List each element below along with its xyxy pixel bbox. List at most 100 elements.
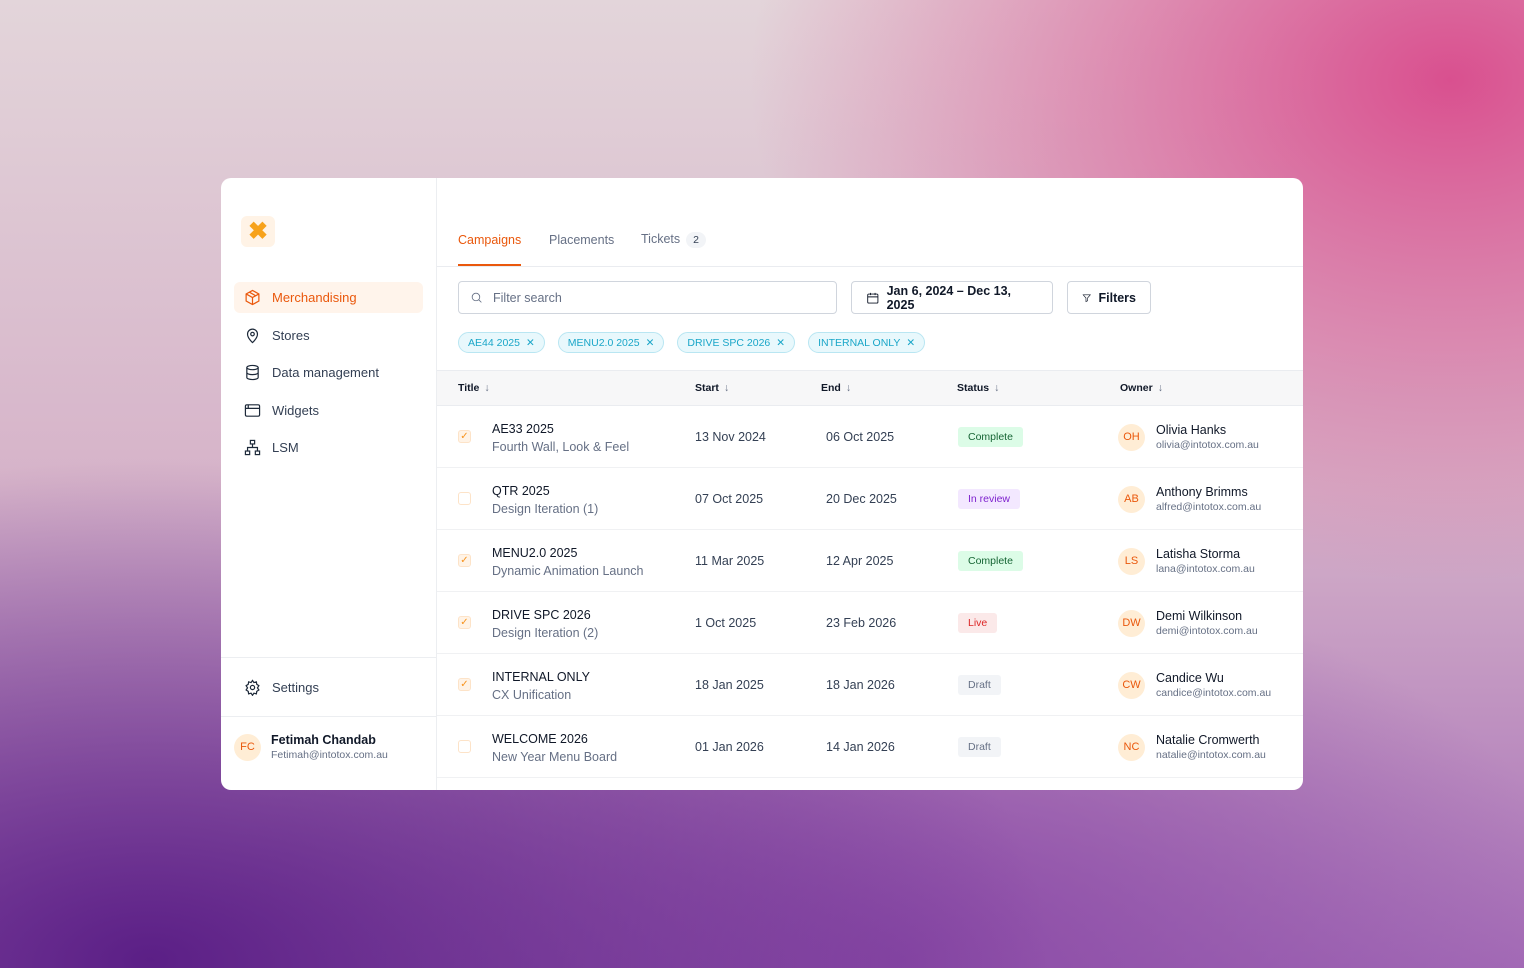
status-badge: Live: [958, 613, 998, 633]
sidebar-item-merchandising[interactable]: Merchandising: [234, 282, 423, 313]
owner-email: olivia@intotox.com.au: [1156, 439, 1259, 451]
column-label: End: [821, 382, 841, 394]
close-icon[interactable]: ✕: [776, 336, 786, 349]
close-icon[interactable]: ✕: [906, 336, 916, 349]
tab-label: Tickets: [641, 232, 681, 246]
table-row[interactable]: ✓ AE33 2025 Fourth Wall, Look & Feel 13 …: [437, 406, 1303, 468]
table-row[interactable]: ✓ DRIVE SPC 2026 Design Iteration (2) 1 …: [437, 592, 1303, 654]
main-content: Campaigns Placements Tickets 2 Filter sea…: [437, 178, 1303, 790]
owner-name: Candice Wu: [1156, 671, 1224, 685]
avatar: DW: [1118, 609, 1145, 637]
search-placeholder: Filter search: [493, 290, 562, 305]
start-date: 11 Mar 2025: [695, 554, 765, 568]
sort-arrow-icon: ↓: [994, 382, 1000, 394]
column-title[interactable]: Title ↓: [458, 382, 490, 394]
table-header: Title ↓ Start ↓ End ↓ Status ↓ Owner ↓: [437, 370, 1303, 406]
campaign-title[interactable]: QTR 2025: [492, 484, 550, 498]
row-checkbox[interactable]: ✓: [458, 430, 471, 443]
tab-placements[interactable]: Placements: [549, 233, 615, 247]
avatar: NC: [1118, 733, 1145, 761]
owner-name: Natalie Cromwerth: [1156, 733, 1260, 747]
start-date: 01 Jan 2026: [695, 740, 764, 754]
end-date: 06 Oct 2025: [826, 430, 895, 444]
campaign-title[interactable]: DRIVE SPC 2026: [492, 608, 591, 622]
campaign-subtitle: CX Unification: [492, 688, 572, 702]
filter-chip[interactable]: INTERNAL ONLY ✕: [808, 332, 926, 353]
status-badge: Complete: [958, 551, 1023, 571]
end-date: 20 Dec 2025: [826, 492, 897, 506]
column-status[interactable]: Status ↓: [957, 382, 999, 394]
table-row[interactable]: ✓ INTERNAL ONLY CX Unification 18 Jan 20…: [437, 654, 1303, 716]
sidebar-item-data-management[interactable]: Data management: [234, 357, 423, 388]
row-checkbox[interactable]: ✓: [458, 678, 471, 691]
logo[interactable]: ✖: [241, 216, 275, 247]
calendar-icon: [867, 292, 879, 304]
column-label: Title: [458, 382, 480, 394]
end-date: 18 Jan 2026: [826, 678, 895, 692]
filter-chip[interactable]: AE44 2025 ✕: [458, 332, 545, 353]
filter-chip[interactable]: MENU2.0 2025 ✕: [557, 332, 665, 353]
date-range-label: Jan 6, 2024 – Dec 13, 2025: [886, 283, 1012, 312]
settings-label: Settings: [272, 680, 319, 695]
sidebar-item-stores[interactable]: Stores: [234, 320, 423, 351]
filters-button[interactable]: Filters: [1067, 281, 1151, 314]
tab-tickets[interactable]: Tickets 2: [641, 232, 706, 265]
table-row[interactable]: ✓ MENU2.0 2025 Dynamic Animation Launch …: [437, 530, 1303, 592]
owner-email: alfred@intotox.com.au: [1156, 501, 1262, 513]
tab-campaigns[interactable]: Campaigns: [458, 233, 522, 266]
campaign-title[interactable]: WELCOME 2026: [492, 732, 588, 746]
chip-label: MENU2.0 2025: [567, 336, 640, 349]
avatar: LS: [1118, 547, 1145, 575]
end-date: 23 Feb 2026: [826, 616, 897, 630]
campaign-title[interactable]: INTERNAL ONLY: [492, 670, 590, 684]
campaign-subtitle: Design Iteration (1): [492, 502, 599, 516]
column-end[interactable]: End ↓: [821, 382, 851, 394]
row-checkbox[interactable]: [458, 492, 471, 505]
owner-email: lana@intotox.com.au: [1156, 563, 1255, 575]
avatar: CW: [1118, 671, 1145, 699]
filter-chips: AE44 2025 ✕ MENU2.0 2025 ✕ DRIVE SPC 2026 ✕ IN…: [458, 332, 926, 353]
row-checkbox[interactable]: ✓: [458, 616, 471, 629]
filter-chip[interactable]: DRIVE SPC 2026 ✕: [677, 332, 796, 353]
table-row[interactable]: WELCOME 2026 New Year Menu Board 01 Jan …: [437, 716, 1303, 778]
row-checkbox[interactable]: ✓: [458, 554, 471, 567]
sidebar-item-lsm[interactable]: LSM: [234, 432, 423, 463]
campaign-subtitle: Design Iteration (2): [492, 626, 599, 640]
chip-label: AE44 2025: [468, 336, 520, 349]
date-range-button[interactable]: Jan 6, 2024 – Dec 13, 2025: [851, 281, 1053, 314]
campaign-title[interactable]: MENU2.0 2025: [492, 546, 578, 560]
owner: AB Anthony Brimms alfred@intotox.com.au: [1118, 485, 1261, 513]
user-profile[interactable]: FC Fetimah Chandab Fetimah@intotox.com.a…: [234, 733, 388, 761]
owner-email: candice@intotox.com.au: [1156, 687, 1272, 699]
campaign-subtitle: Fourth Wall, Look & Feel: [492, 440, 630, 454]
map-pin-icon: [246, 328, 259, 343]
campaign-title[interactable]: AE33 2025: [492, 422, 554, 436]
status-badge: Draft: [958, 737, 1001, 757]
sidebar-item-settings[interactable]: Settings: [234, 672, 423, 703]
column-label: Status: [957, 382, 990, 394]
sort-arrow-icon: ↓: [845, 382, 852, 394]
status-badge: In review: [958, 489, 1021, 509]
status-badge: Complete: [958, 427, 1023, 447]
close-icon[interactable]: ✕: [645, 336, 655, 349]
sidebar-item-widgets[interactable]: Widgets: [234, 395, 423, 426]
column-start[interactable]: Start ↓: [695, 382, 729, 394]
start-date: 1 Oct 2025: [695, 616, 757, 630]
sidebar-item-label: Merchandising: [272, 290, 357, 305]
start-date: 13 Nov 2024: [695, 430, 766, 444]
divider: [221, 657, 436, 658]
start-date: 18 Jan 2025: [695, 678, 764, 692]
sidebar-item-label: LSM: [272, 440, 299, 455]
browser-icon: [244, 403, 261, 417]
chip-label: DRIVE SPC 2026: [687, 336, 771, 349]
status-badge: Draft: [958, 675, 1001, 695]
close-icon[interactable]: ✕: [525, 336, 535, 349]
search-input[interactable]: Filter search: [458, 281, 837, 314]
row-checkbox[interactable]: [458, 740, 471, 753]
table-row[interactable]: QTR 2025 Design Iteration (1) 07 Oct 202…: [437, 468, 1303, 530]
column-owner[interactable]: Owner ↓: [1120, 382, 1163, 394]
avatar: AB: [1118, 485, 1145, 513]
end-date: 14 Jan 2026: [826, 740, 895, 754]
sidebar-item-label: Stores: [272, 327, 310, 343]
owner-name: Olivia Hanks: [1156, 423, 1227, 437]
